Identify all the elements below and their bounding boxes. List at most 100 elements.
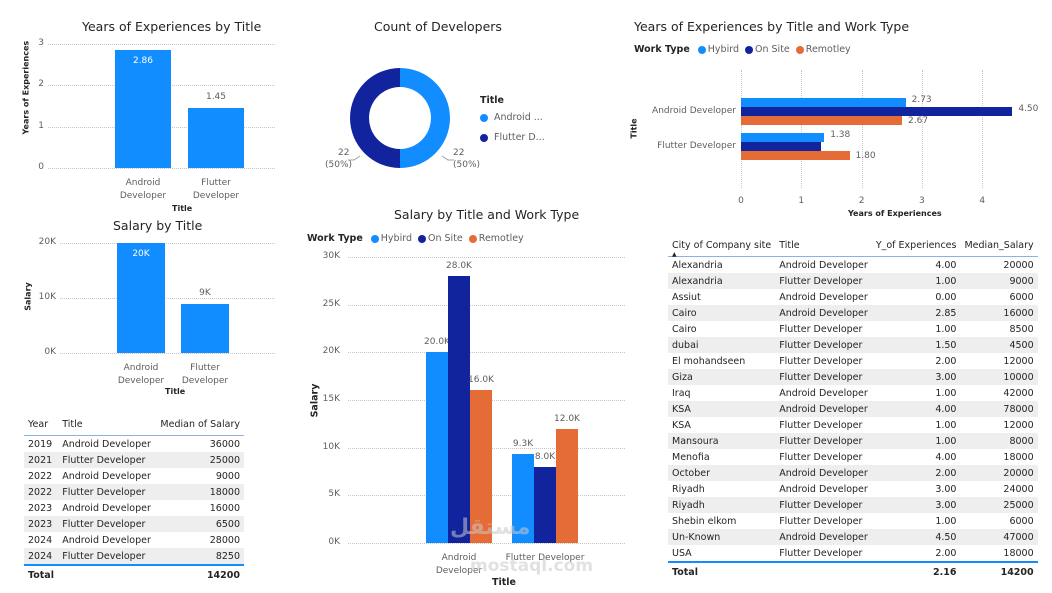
legend: Work Type Hybird On Site Remotley [307,233,526,244]
table-row[interactable]: Alexandria Android Developer 4.00 20000 [668,257,1038,274]
chart-title: Years of Experiences by Title [82,19,262,34]
table-cell: 12000 [1003,355,1034,367]
legend-item-flutter[interactable]: Flutter D... [480,132,545,143]
gridline [921,70,923,188]
donut-label-android-pct: (50%) [453,160,481,170]
table-row[interactable]: October Android Developer 2.00 20000 [668,465,1038,481]
bar-flutter-developer[interactable] [188,108,244,168]
table-cell: Assiut [672,291,701,303]
bar-on-site[interactable] [741,107,1013,116]
table-cell: Flutter Developer [775,433,872,449]
y-tick-label: 5K [328,489,340,500]
table-cell: 8000 [960,433,1038,449]
table-row[interactable]: 2022 Flutter Developer 18000 [24,484,244,500]
table-row[interactable]: Iraq Android Developer 1.00 42000 [668,385,1038,401]
median-salary-by-year-table[interactable]: Year Title Median of Salary 2019 Android De… [24,413,244,584]
table-cell: 2023 [24,516,59,532]
table-row[interactable]: Mansoura Flutter Developer 1.00 8000 [668,433,1038,449]
bar-on-site[interactable] [741,142,822,151]
table-cell: 2023 [28,502,53,514]
legend-label: On Site [428,233,463,244]
table-cell: 12000 [1003,419,1034,431]
table-row[interactable]: KSA Android Developer 4.00 78000 [668,401,1038,417]
bar-remotley[interactable] [556,428,578,543]
x-axis-label: Title [172,204,193,213]
table-cell: 78000 [960,401,1038,417]
table-row[interactable]: El mohandseen Flutter Developer 2.00 12000 [668,353,1038,369]
table-row[interactable]: 2019 Android Developer 36000 [24,436,244,453]
table-row[interactable]: 2023 Android Developer 16000 [24,500,244,516]
table-row[interactable]: Menofia Flutter Developer 4.00 18000 [668,449,1038,465]
legend-item-remotley[interactable]: Remotley [468,233,524,244]
table-cell: Un-Known [668,529,776,545]
table-row[interactable]: Cairo Flutter Developer 1.00 8500 [668,321,1038,337]
y-tick-label: 10K [322,441,340,452]
table-row[interactable]: 2024 Android Developer 28000 [24,532,244,548]
column-header[interactable]: Year [24,413,59,436]
table-row[interactable]: Un-Known Android Developer 4.50 47000 [668,529,1038,545]
table-cell: USA [672,547,692,559]
total-cell: Total [668,561,776,581]
bar-hybird[interactable] [741,133,825,142]
total-cell: Total [24,564,59,584]
donut-label-flutter-value: 22 [338,148,350,158]
table-row[interactable]: KSA Flutter Developer 1.00 12000 [668,417,1038,433]
legend-item-hybird[interactable]: Hybird [370,233,412,244]
legend-item-hybird[interactable]: Hybird [697,44,739,55]
column-header[interactable]: Median of Salary [155,413,244,436]
x-tick-label: 4 [979,196,986,206]
table-row[interactable]: 2024 Flutter Developer 8250 [24,548,244,565]
bar-hybird[interactable] [512,454,534,543]
data-label: 2.67 [908,116,929,126]
gridline [348,543,625,544]
table-row[interactable]: 2023 Flutter Developer 6500 [24,516,244,532]
legend-title: Title [480,95,504,106]
table-row[interactable]: 2022 Android Developer 9000 [24,468,244,484]
bar-hybird[interactable] [426,352,448,543]
table-row[interactable]: USA Flutter Developer 2.00 18000 [668,545,1038,562]
bar-on-site[interactable] [448,276,470,543]
table-row[interactable]: Alexandria Flutter Developer 1.00 9000 [668,273,1038,289]
bar-hybird[interactable] [741,98,906,107]
table-cell: 4500 [960,337,1038,353]
bar-flutter-developer[interactable] [181,303,229,353]
city-table[interactable]: City of Company site ▲ Title Y_of Experienc… [668,234,1038,581]
bar-remotley[interactable] [470,390,492,543]
bar-remotley[interactable] [741,116,902,125]
chart-title: Years of Experiences by Title and Work T… [634,19,910,34]
table-cell: 1.00 [935,515,957,527]
bar-android-developer[interactable] [115,49,171,168]
column-header[interactable]: Title [58,413,156,436]
table-cell: Iraq [672,387,691,399]
table-row[interactable]: Riyadh Android Developer 3.00 24000 [668,481,1038,497]
y-tick-label: 3 [38,38,44,48]
bar-android-developer[interactable] [117,243,165,353]
table-row[interactable]: dubai Flutter Developer 1.50 4500 [668,337,1038,353]
table-row[interactable]: Cairo Android Developer 2.85 16000 [668,305,1038,321]
legend-item-on-site[interactable]: On Site [418,233,463,244]
column-header[interactable]: City of Company site ▲ [668,234,776,258]
column-header[interactable]: Title [775,234,872,257]
donut-slice-flutter[interactable] [350,68,400,168]
table-row[interactable]: Giza Flutter Developer 3.00 10000 [668,369,1038,385]
table-row[interactable]: Shebin elkom Flutter Developer 1.00 6000 [668,513,1038,529]
bar-on-site[interactable] [534,466,556,543]
table-cell: 1.00 [871,273,961,289]
legend-item-remotley[interactable]: Remotley [795,44,851,55]
table-cell: 2024 [28,534,53,546]
column-header[interactable]: Median_Salary [960,234,1038,257]
table-row[interactable]: Riyadh Flutter Developer 3.00 25000 [668,497,1038,513]
column-header[interactable]: Y_of Experiences [871,234,961,257]
donut-slice-android[interactable] [400,68,450,168]
data-label: 20.0K [424,337,450,348]
legend-item-on-site[interactable]: On Site [745,44,790,55]
table-cell: Flutter Developer [58,516,156,532]
bar-remotley[interactable] [741,151,850,160]
table-cell: 2019 [28,438,53,450]
table-row[interactable]: 2021 Flutter Developer 25000 [24,452,244,468]
legend-item-android[interactable]: Android ... [480,112,543,123]
legend-dot-icon [480,113,488,122]
table-row[interactable]: Assiut Android Developer 0.00 6000 [668,289,1038,305]
table-cell: Mansoura [668,433,776,449]
table-cell: Flutter Developer [775,497,872,513]
